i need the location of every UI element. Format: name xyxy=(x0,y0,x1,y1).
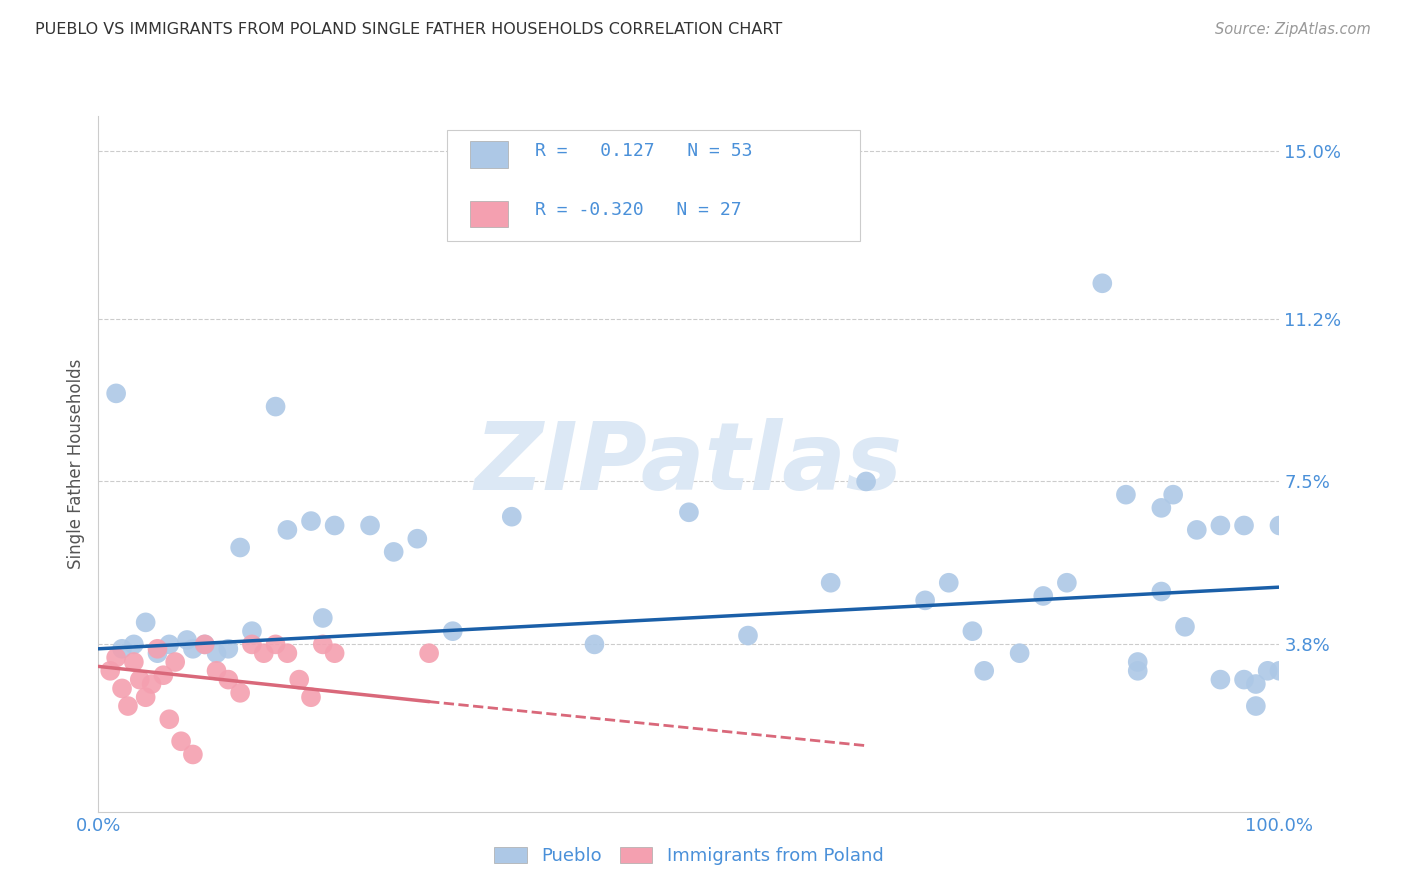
Point xyxy=(253,646,276,660)
Point xyxy=(973,664,995,678)
Point xyxy=(1244,677,1267,691)
Point xyxy=(1209,518,1232,533)
Point xyxy=(276,646,298,660)
Text: R =   0.127   N = 53: R = 0.127 N = 53 xyxy=(536,142,752,160)
Point xyxy=(501,509,523,524)
Point xyxy=(418,646,440,660)
Point xyxy=(1091,277,1114,291)
Point xyxy=(105,650,128,665)
Point xyxy=(1257,664,1279,678)
Point xyxy=(938,575,960,590)
Point xyxy=(583,637,606,651)
Point xyxy=(217,641,239,656)
Y-axis label: Single Father Households: Single Father Households xyxy=(66,359,84,569)
Point xyxy=(1115,488,1137,502)
Point xyxy=(205,646,228,660)
Text: Source: ZipAtlas.com: Source: ZipAtlas.com xyxy=(1215,22,1371,37)
Point xyxy=(105,386,128,401)
Point xyxy=(312,637,335,651)
Point xyxy=(229,541,252,555)
Point xyxy=(165,655,187,669)
Point xyxy=(323,646,346,660)
Point xyxy=(181,747,204,762)
Point xyxy=(1056,575,1078,590)
Point xyxy=(170,734,193,748)
Point xyxy=(229,686,252,700)
Point xyxy=(111,641,134,656)
Point xyxy=(135,690,157,705)
Point xyxy=(240,624,263,639)
Point xyxy=(1126,664,1149,678)
Text: PUEBLO VS IMMIGRANTS FROM POLAND SINGLE FATHER HOUSEHOLDS CORRELATION CHART: PUEBLO VS IMMIGRANTS FROM POLAND SINGLE … xyxy=(35,22,782,37)
Point xyxy=(406,532,429,546)
Point xyxy=(737,629,759,643)
Point xyxy=(194,637,217,651)
Point xyxy=(962,624,984,639)
Legend: Pueblo, Immigrants from Poland: Pueblo, Immigrants from Poland xyxy=(486,839,891,872)
Point xyxy=(157,637,180,651)
Point xyxy=(157,712,180,726)
Point xyxy=(176,632,198,647)
Point xyxy=(194,637,217,651)
Point xyxy=(117,699,139,714)
Point xyxy=(914,593,936,607)
Text: R = -0.320   N = 27: R = -0.320 N = 27 xyxy=(536,201,742,219)
Point xyxy=(1209,673,1232,687)
Point xyxy=(98,664,121,678)
Point xyxy=(217,673,239,687)
Point xyxy=(1032,589,1054,603)
Point xyxy=(1161,488,1184,502)
FancyBboxPatch shape xyxy=(471,142,508,169)
Point xyxy=(359,518,381,533)
Point xyxy=(146,646,169,660)
Point xyxy=(1268,518,1291,533)
Point xyxy=(111,681,134,696)
Point xyxy=(240,637,263,651)
Point xyxy=(1185,523,1208,537)
Point xyxy=(141,677,163,691)
Point xyxy=(152,668,174,682)
Point xyxy=(678,505,700,519)
Point xyxy=(1268,664,1291,678)
Point xyxy=(382,545,405,559)
Point xyxy=(323,518,346,533)
Point xyxy=(855,475,877,489)
Text: ZIPatlas: ZIPatlas xyxy=(475,417,903,510)
Point xyxy=(1008,646,1031,660)
Point xyxy=(299,690,322,705)
Point xyxy=(135,615,157,630)
Point xyxy=(441,624,464,639)
Point xyxy=(1233,673,1256,687)
Point xyxy=(181,641,204,656)
Point xyxy=(1126,655,1149,669)
Point xyxy=(1150,584,1173,599)
Point xyxy=(1233,518,1256,533)
Point xyxy=(264,400,287,414)
Point xyxy=(288,673,311,687)
Point xyxy=(128,673,150,687)
Point xyxy=(1150,500,1173,515)
Point xyxy=(276,523,298,537)
Point xyxy=(312,611,335,625)
Point xyxy=(299,514,322,528)
Point xyxy=(122,637,145,651)
Point xyxy=(146,641,169,656)
Point xyxy=(1244,699,1267,714)
Point xyxy=(820,575,842,590)
FancyBboxPatch shape xyxy=(447,130,860,241)
Point xyxy=(1174,620,1197,634)
Point xyxy=(264,637,287,651)
Point xyxy=(122,655,145,669)
FancyBboxPatch shape xyxy=(471,201,508,227)
Point xyxy=(205,664,228,678)
